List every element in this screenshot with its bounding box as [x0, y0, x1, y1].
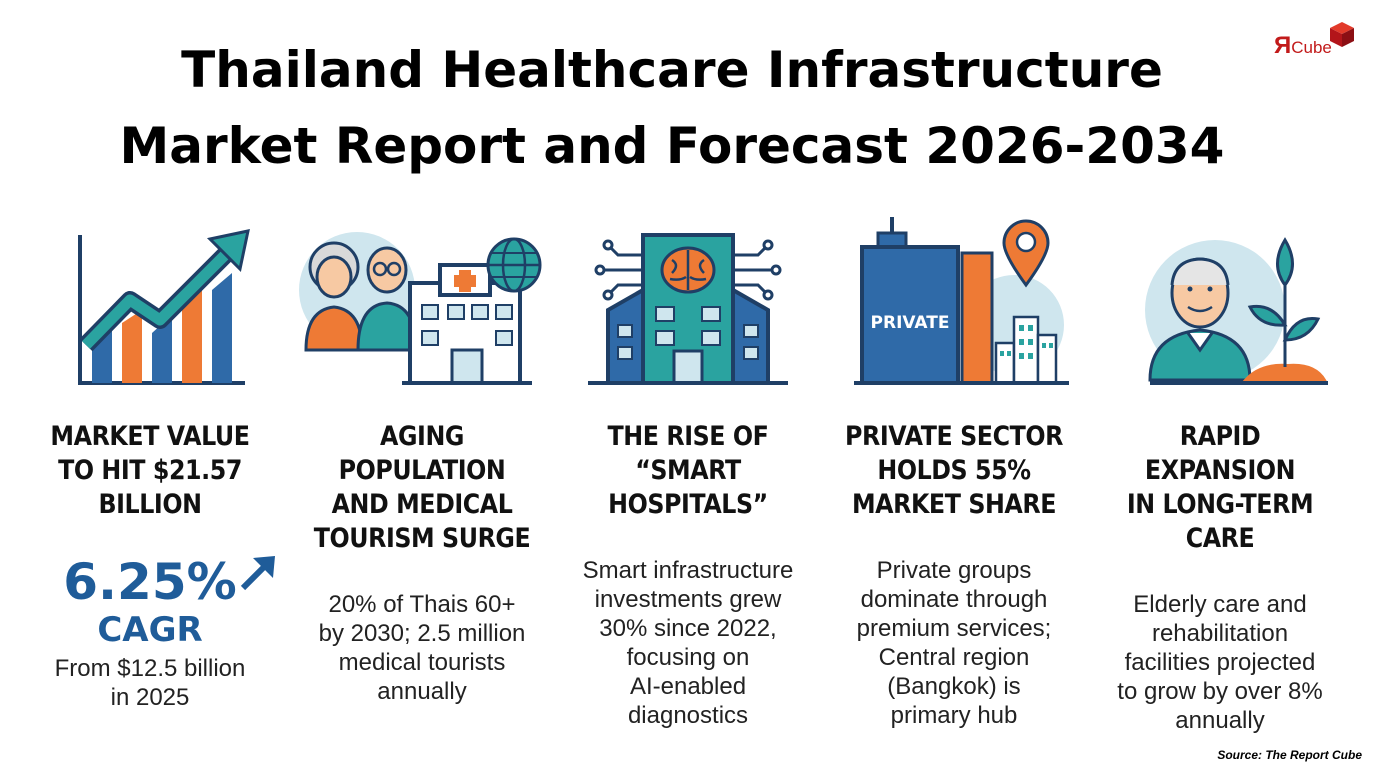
- heading-market-value: MARKET VALUE TO HIT $21.57 BILLION: [50, 421, 250, 520]
- logo-text: ЯCube: [1274, 32, 1332, 59]
- body-smart-hospitals: Smart infrastructure investments grew 30…: [582, 557, 794, 729]
- private-sign: PRIVATE: [871, 313, 950, 333]
- column-private-sector: PRIVATE PRIVATE SECTOR HOLDS 55% MARKET …: [819, 215, 1089, 730]
- cagr-label: CAGR: [97, 610, 203, 650]
- heading-aging-population: AGING POPULATION AND MEDICAL TOURISM SUR…: [313, 421, 531, 554]
- heading-long-term-care: RAPID EXPANSION IN LONG-TERM CARE: [1126, 421, 1314, 554]
- body-private-sector: Private groups dominate through premium …: [856, 557, 1052, 729]
- private-building-icon: PRIVATE: [854, 217, 1069, 385]
- growth-chart-icon: [78, 229, 250, 385]
- elderly-care-plant-icon: [1145, 237, 1328, 385]
- cube-icon: [1330, 22, 1354, 47]
- body-market-value: From $12.5 billion in 2025: [54, 655, 246, 711]
- column-smart-hospitals: THE RISE OF “SMART HOSPITALS” Smart infr…: [553, 215, 823, 730]
- elderly-couple-hospital-icon: [299, 232, 542, 385]
- column-market-value: MARKET VALUE TO HIT $21.57 BILLION 6.25%…: [15, 215, 285, 712]
- up-right-arrow-icon: [240, 556, 275, 591]
- cagr-value: 6.25%: [63, 554, 275, 610]
- title-line-2: Market Report and Forecast 2026-2034: [119, 117, 1225, 175]
- smart-hospital-icon: [588, 233, 788, 385]
- title-line-1: Thailand Healthcare Infrastructure: [181, 41, 1163, 99]
- body-long-term-care: Elderly care and rehabilitation faciliti…: [1117, 591, 1323, 734]
- source-note: Source: The Report Cube: [1217, 748, 1362, 762]
- body-aging-population: 20% of Thais 60+ by 2030; 2.5 million me…: [318, 591, 526, 705]
- page-title: Thailand Healthcare Infrastructure Marke…: [0, 32, 1344, 184]
- heading-smart-hospitals: THE RISE OF “SMART HOSPITALS”: [607, 421, 769, 520]
- column-aging-population: AGING POPULATION AND MEDICAL TOURISM SUR…: [287, 215, 557, 706]
- rcube-logo: ЯCube: [1272, 20, 1358, 60]
- heading-private-sector: PRIVATE SECTOR HOLDS 55% MARKET SHARE: [845, 421, 1063, 520]
- column-long-term-care: RAPID EXPANSION IN LONG-TERM CARE Elderl…: [1085, 215, 1355, 735]
